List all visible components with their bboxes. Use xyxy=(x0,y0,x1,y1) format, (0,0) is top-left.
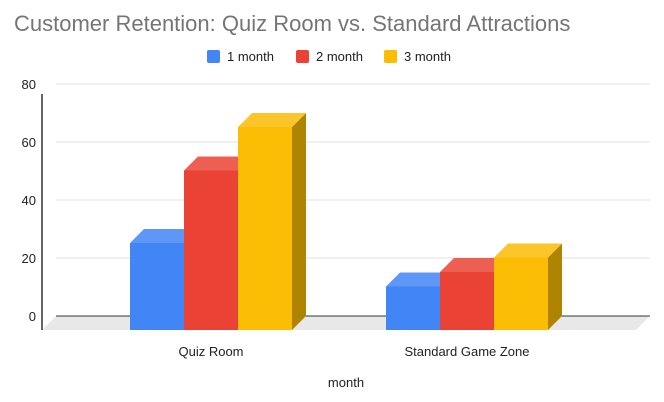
legend-item: 3 month xyxy=(384,49,451,64)
legend-item: 2 month xyxy=(296,49,363,64)
legend-label: 3 month xyxy=(404,49,451,64)
legend-item: 1 month xyxy=(207,49,274,64)
bar xyxy=(494,243,562,330)
y-tick-label: 60 xyxy=(22,135,36,150)
axes: 0 20 40 60 80 Quiz Room Standard Game Zone xyxy=(22,77,530,359)
y-tick-label: 40 xyxy=(22,193,36,208)
legend: 1 month 2 month 3 month xyxy=(207,49,451,64)
x-axis-title: month xyxy=(328,375,364,390)
legend-label: 2 month xyxy=(316,49,363,64)
legend-swatch xyxy=(384,50,397,63)
x-category-label: Standard Game Zone xyxy=(404,344,529,359)
legend-swatch xyxy=(207,50,220,63)
y-tick-label: 20 xyxy=(22,251,36,266)
y-tick-label: 0 xyxy=(29,309,36,324)
y-tick-label: 80 xyxy=(22,77,36,92)
chart-title: Customer Retention: Quiz Room vs. Standa… xyxy=(14,11,570,36)
bar xyxy=(238,113,306,330)
bars xyxy=(130,113,562,330)
legend-label: 1 month xyxy=(227,49,274,64)
bar xyxy=(130,229,198,330)
x-category-label: Quiz Room xyxy=(178,344,243,359)
legend-swatch xyxy=(296,50,309,63)
